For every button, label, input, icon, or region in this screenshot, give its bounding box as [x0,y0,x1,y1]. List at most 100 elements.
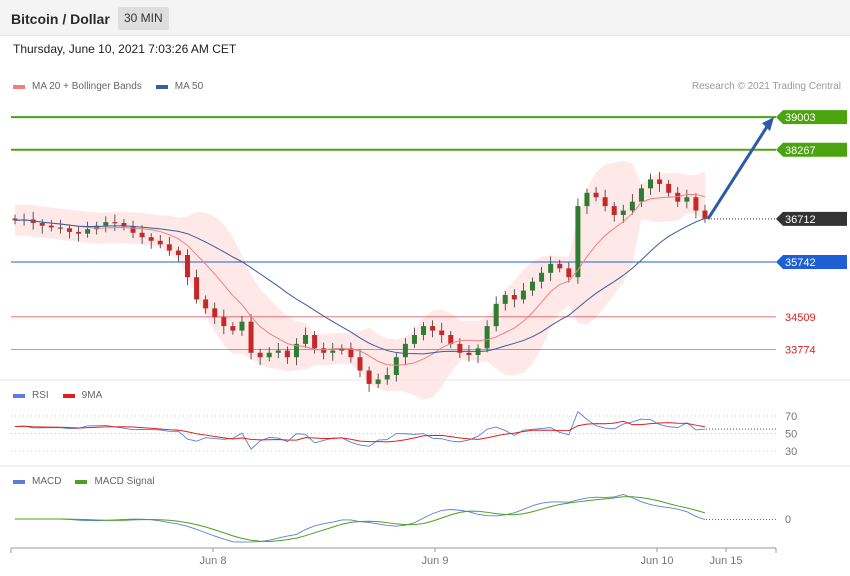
candle-body [620,210,626,215]
rsi-tick-label: 70 [785,411,797,423]
candle-body [230,326,236,331]
candle-body [303,335,309,344]
instrument-title: Bitcoin / Dollar [11,11,110,27]
rsi-tick-label: 50 [785,429,797,441]
macd-line [15,493,706,543]
candle-body [484,326,490,349]
rsi-legend: RSI 9MA [13,390,116,401]
rsi-ma-swatch [62,393,75,398]
candle-body [248,321,254,353]
candle-body [121,223,127,227]
target-level-label: 39003 [785,112,816,124]
candle-body [457,343,463,353]
macd-signal-line [15,496,706,543]
candle-body [357,357,363,371]
candle-body [94,225,100,230]
candle-body [439,330,445,335]
macd-swatch [13,479,25,484]
x-tick-label: Jun 15 [709,555,742,567]
candle-body [375,379,381,384]
candle-body [638,188,644,202]
x-tick-label: Jun 10 [640,555,673,567]
candle-body [520,290,526,300]
candle-body [657,179,663,184]
candle-body [557,263,563,269]
candle-body [575,206,581,278]
rsi-ma-line [14,420,706,443]
timeframe-selector[interactable]: 30 MIN [118,7,169,30]
candle-body [466,352,472,355]
candle-body [76,231,82,234]
pivot-level-label: 35742 [785,257,816,269]
candle-body [257,352,263,358]
candle-body [511,295,517,300]
candle-body [239,321,245,331]
candle-body [629,201,635,211]
candle-body [666,183,672,193]
candle-body [566,268,572,278]
candle-body [693,197,699,211]
candle-body [539,272,545,282]
candle-body [684,197,690,202]
macd-legend: MACD MACD Signal [13,476,168,487]
last-price-label: 36712 [785,214,816,226]
support-level-label: 33774 [785,344,816,356]
candle-body [502,295,508,304]
macd-tick-label: 0 [785,514,791,526]
projection-arrow-head [762,117,774,132]
credit-text: Research © 2021 Trading Central [691,81,841,92]
candle-body [593,192,599,198]
candle-body [203,299,209,309]
rsi-line [14,410,706,450]
ma50-legend-label: MA 50 [174,81,204,92]
rsi-ma-legend-label: 9MA [81,390,103,401]
macd-signal-legend-label: MACD Signal [94,476,155,487]
candle-body [702,210,708,219]
rsi-swatch [13,393,25,398]
candle-body [611,206,617,215]
target-level-tag [776,142,847,157]
x-tick-label: Jun 9 [422,555,449,567]
candle-body [284,350,290,358]
candle-body [584,192,590,207]
chart-header: Bitcoin / Dollar 30 MIN [0,0,850,36]
candle-body [139,232,145,238]
candle-body [175,250,181,255]
candle-body [321,348,327,353]
ma50-line [14,217,706,355]
price-legend: MA 20 + Bollinger Bands MA 50 [13,81,217,92]
candle-body [194,277,200,300]
candle-body [402,343,408,358]
candle-body [339,348,345,351]
candle-body [348,348,354,358]
candle-body [48,225,54,228]
candle-body [221,317,227,327]
candle-body [12,218,18,221]
candle-body [266,352,272,358]
candle-body [602,197,608,207]
ma20-swatch [13,84,25,89]
candle-body [66,228,72,232]
candle-body [648,179,654,189]
ma50-swatch [155,84,168,89]
macd-legend-label: MACD [32,476,62,487]
ma20-line [14,193,706,366]
candle-body [166,244,172,251]
candle-body [103,222,109,226]
candle-body [675,192,681,202]
last-price-tag [776,211,847,226]
candle-body [384,375,390,380]
bollinger-band [15,161,705,400]
candle-body [112,222,118,224]
candle-body [130,226,136,233]
rsi-tick-label: 30 [785,446,797,458]
candle-body [430,326,436,331]
candle-body [421,326,427,335]
candle-body [39,223,45,226]
candle-body [548,263,554,273]
projection-arrow-shaft [706,124,770,220]
candle-body [330,350,336,353]
support-level-label: 34509 [785,312,816,324]
rsi-legend-label: RSI [32,390,49,401]
